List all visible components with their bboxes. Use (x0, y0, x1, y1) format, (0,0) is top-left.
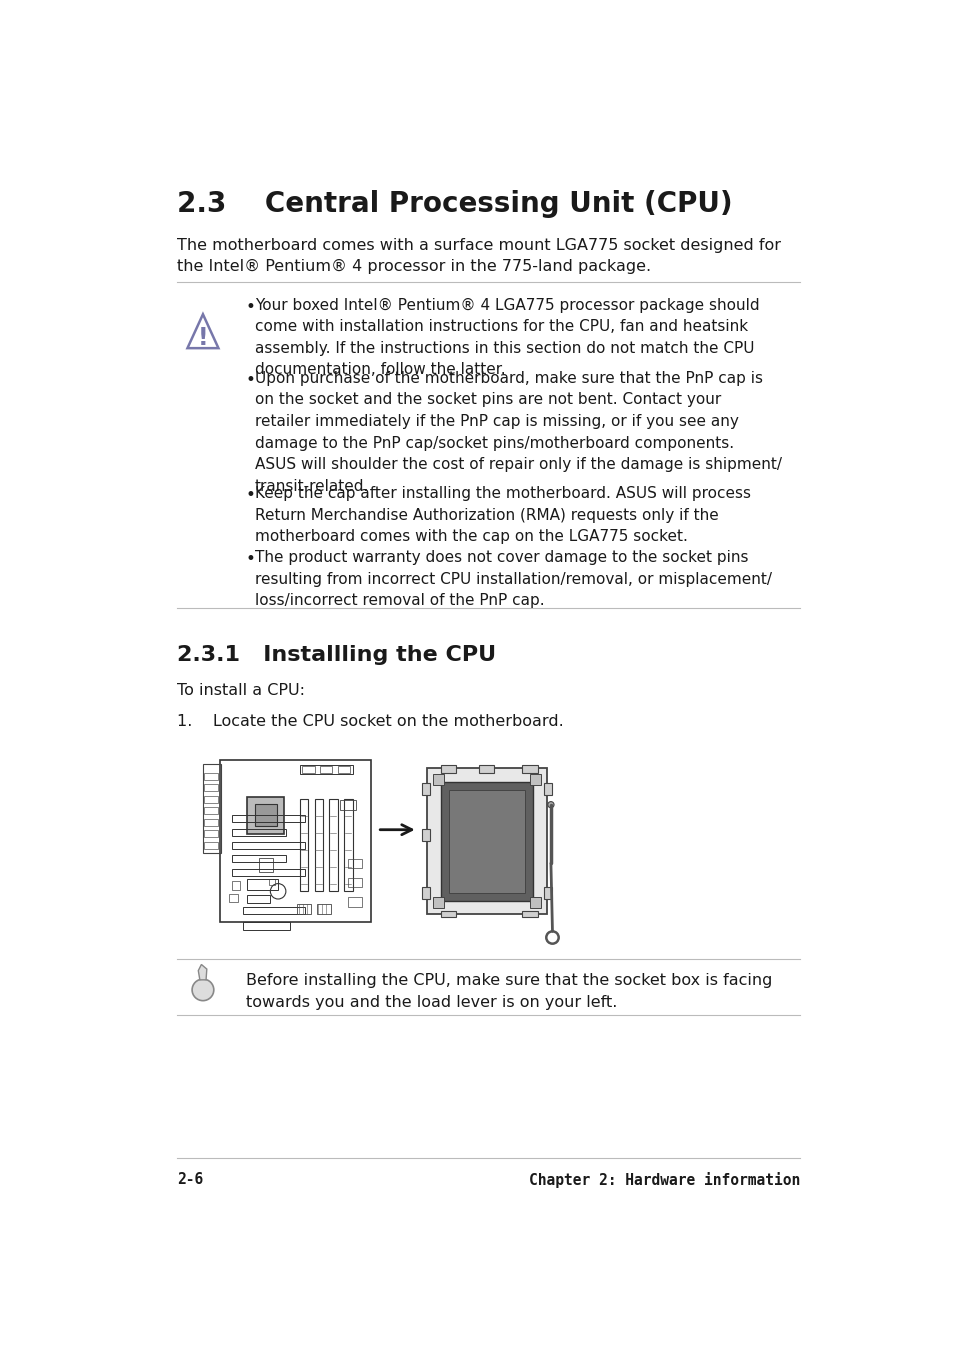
Text: !: ! (197, 326, 208, 350)
Text: Keep the cap after installing the motherboard. ASUS will process
Return Merchand: Keep the cap after installing the mother… (254, 486, 750, 544)
Bar (433, 897, 443, 908)
Bar (232, 881, 240, 890)
Bar (232, 855, 286, 862)
Bar (543, 886, 551, 898)
Text: 2.3    Central Processing Unit (CPU): 2.3 Central Processing Unit (CPU) (177, 190, 732, 218)
Bar (204, 773, 218, 780)
Circle shape (192, 979, 213, 1001)
Bar (440, 782, 533, 901)
Bar (247, 880, 278, 890)
Bar (232, 869, 305, 875)
Bar (348, 878, 361, 888)
Bar (254, 804, 276, 825)
Text: 2.3.1   Installling the CPU: 2.3.1 Installling the CPU (177, 644, 496, 665)
Bar (440, 912, 456, 917)
Text: •: • (245, 486, 255, 504)
Bar (204, 842, 218, 848)
Bar (427, 769, 546, 915)
Bar (478, 765, 494, 773)
Bar (348, 897, 361, 907)
Bar (232, 842, 305, 848)
Bar (530, 897, 540, 908)
Bar (448, 790, 525, 893)
Bar (348, 859, 361, 869)
Bar (269, 880, 274, 885)
Bar (204, 819, 218, 825)
Bar (344, 798, 353, 892)
Text: Chapter 2: Hardware information: Chapter 2: Hardware information (529, 1171, 800, 1188)
Text: 2-6: 2-6 (177, 1171, 203, 1186)
Bar (422, 886, 430, 898)
Text: Upon purchase of the motherboard, make sure that the PnP cap is
on the socket an: Upon purchase of the motherboard, make s… (254, 370, 781, 493)
Bar (422, 830, 430, 842)
Bar (204, 785, 218, 792)
Text: •: • (245, 370, 255, 389)
Bar (247, 896, 270, 902)
Bar (302, 766, 314, 773)
Bar (316, 904, 331, 915)
Bar (204, 808, 218, 815)
Bar (203, 765, 220, 852)
Bar (521, 912, 537, 917)
Text: The motherboard comes with a surface mount LGA775 socket designed for
the Intel®: The motherboard comes with a surface mou… (177, 238, 781, 274)
Bar (530, 774, 540, 785)
Bar (521, 765, 537, 773)
Bar (247, 797, 284, 834)
Bar (314, 798, 323, 892)
Text: 1.    Locate the CPU socket on the motherboard.: 1. Locate the CPU socket on the motherbo… (177, 715, 563, 730)
Bar (433, 774, 443, 785)
Bar (543, 782, 551, 794)
Bar (243, 923, 290, 929)
Bar (299, 798, 308, 892)
Circle shape (547, 801, 554, 808)
Bar (422, 782, 430, 794)
Text: To install a CPU:: To install a CPU: (177, 684, 305, 698)
Polygon shape (198, 965, 207, 979)
Bar (220, 761, 371, 923)
Bar (243, 907, 305, 915)
Bar (297, 904, 311, 915)
Bar (258, 858, 273, 871)
Bar (319, 766, 332, 773)
Bar (232, 830, 286, 836)
Bar (204, 796, 218, 802)
Text: Your boxed Intel® Pentium® 4 LGA775 processor package should
come with installat: Your boxed Intel® Pentium® 4 LGA775 proc… (254, 297, 759, 377)
Bar (229, 893, 237, 902)
Bar (299, 765, 353, 774)
Bar (440, 765, 456, 773)
Bar (204, 831, 218, 838)
Text: The product warranty does not cover damage to the socket pins
resulting from inc: The product warranty does not cover dama… (254, 550, 771, 608)
Text: •: • (245, 297, 255, 316)
Bar (329, 798, 337, 892)
Text: Before installing the CPU, make sure that the socket box is facing
towards you a: Before installing the CPU, make sure tha… (245, 973, 771, 1009)
Text: •: • (245, 550, 255, 569)
Bar (337, 766, 350, 773)
Bar (340, 800, 355, 811)
Bar (232, 815, 305, 821)
